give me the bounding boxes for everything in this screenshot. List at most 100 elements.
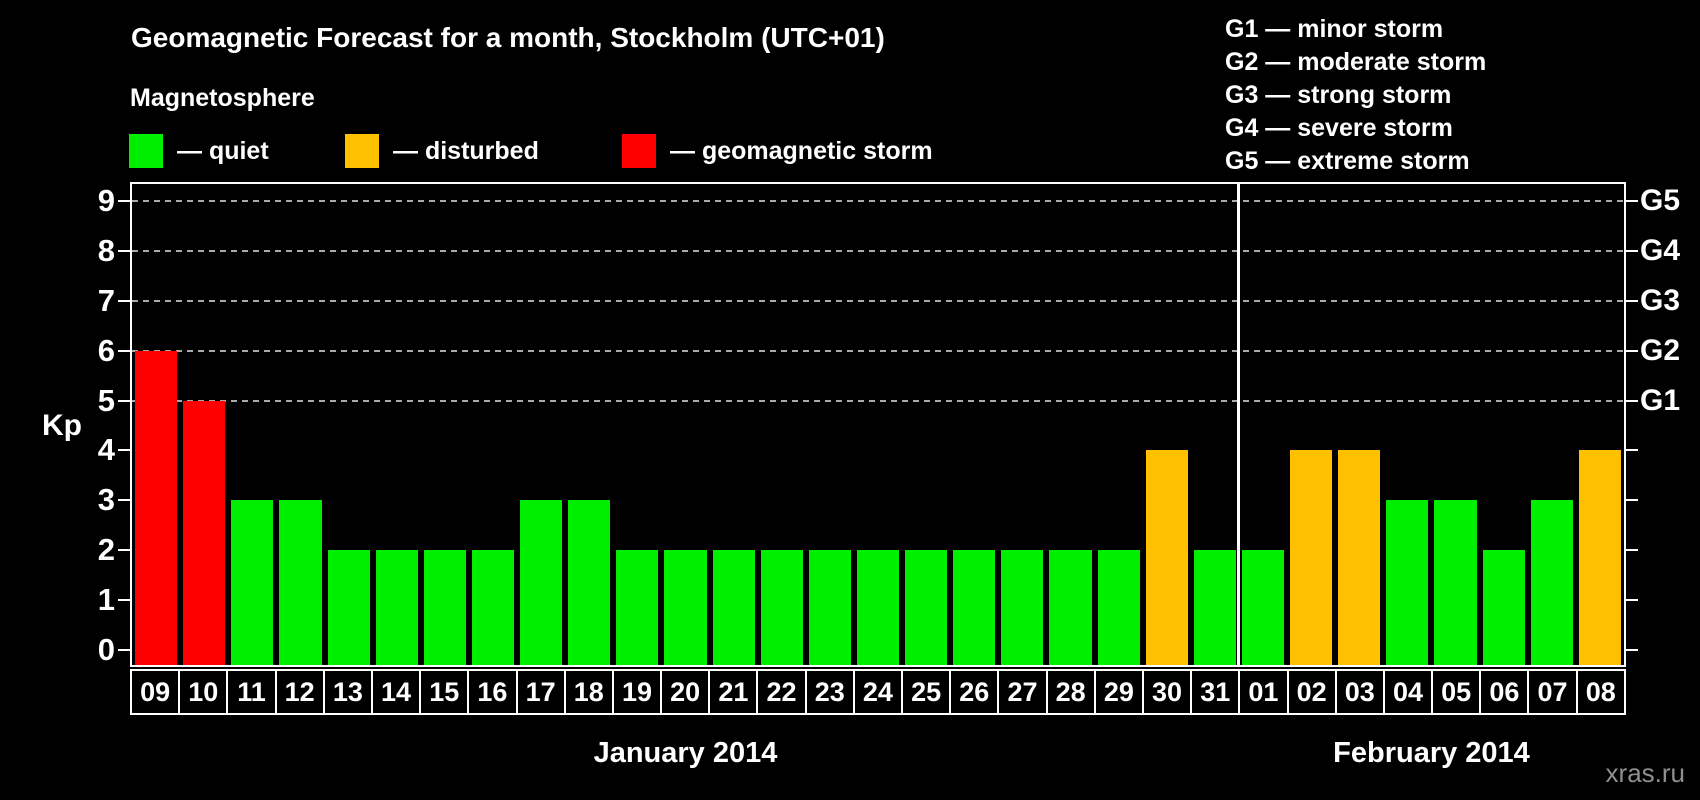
day-label-05: 05 [1431,669,1482,715]
storm-scale-item-g1: G1 — minor storm [1225,15,1444,43]
y-tick-label-3: 3 [97,482,115,518]
day-label-17: 17 [515,669,566,715]
kp-bar-day-10 [183,400,226,665]
day-label-06: 06 [1479,669,1530,715]
right-axis-label-g1: G1 [1640,383,1681,417]
legend-item-label: — quiet [177,136,269,165]
day-label-16: 16 [467,669,518,715]
day-label-24: 24 [852,669,903,715]
day-label-15: 15 [419,669,470,715]
left-tick-kp-4 [118,449,130,452]
right-tick-kp-9 [1626,199,1638,202]
day-label-18: 18 [563,669,614,715]
left-tick-kp-2 [118,549,130,552]
storm-scale-item-g5: G5 — extreme storm [1225,147,1470,175]
left-tick-kp-6 [118,349,130,352]
left-tick-kp-5 [118,399,130,402]
kp-bar-day-21 [712,550,755,665]
kp-bar-day-16 [471,550,515,665]
legend-heading: Magnetosphere [130,84,315,112]
day-label-26: 26 [949,669,1000,715]
kp-bar-day-09 [135,350,178,665]
day-label-29: 29 [1093,669,1144,715]
kp-bar-day-24 [856,550,900,665]
legend-item-quiet: — quiet [129,133,269,169]
day-label-08: 08 [1575,669,1626,715]
kp-bar-day-05 [1434,500,1477,665]
kp-bar-day-06 [1482,550,1525,665]
left-tick-kp-3 [118,499,130,502]
kp-bar-day-29 [1097,550,1140,665]
kp-bar-day-28 [1049,550,1092,665]
right-axis-label-g2: G2 [1640,333,1681,367]
plot-area: 0 1 2 3 4 5 6 7 8 9 G1 G2 G3 G4 G5 [98,182,1680,667]
day-label-12: 12 [274,669,325,715]
legend-item-label: — disturbed [393,136,539,165]
right-tick-kp-2 [1626,549,1638,552]
day-label-23: 23 [804,669,855,715]
kp-bar-day-01 [1241,550,1285,665]
kp-bar-day-27 [1001,550,1044,665]
gridline-kp-7 [132,299,1624,302]
day-label-28: 28 [1045,669,1096,715]
right-tick-kp-6 [1626,349,1638,352]
disturbed-color-swatch [345,134,379,168]
day-label-11: 11 [226,669,277,715]
day-label-19: 19 [611,669,663,715]
left-tick-kp-8 [118,249,130,252]
kp-bar-day-19 [616,550,659,665]
day-label-02: 02 [1286,669,1337,715]
y-tick-label-7: 7 [97,282,115,318]
day-label-30: 30 [1141,669,1193,715]
kp-bar-day-31 [1193,550,1236,665]
storm-scale-legend: G1 — minor storm G2 — moderate storm G3 — … [1225,13,1486,178]
day-label-13: 13 [322,669,373,715]
month-separator-line [1237,184,1241,665]
day-label-21: 21 [708,669,759,715]
day-label-10: 10 [178,669,229,715]
storm-color-swatch [622,134,656,168]
kp-bar-day-02 [1290,450,1333,665]
kp-bar-day-20 [664,550,707,665]
right-tick-kp-7 [1626,299,1638,302]
kp-bar-day-13 [327,550,370,665]
day-label-14: 14 [370,669,422,715]
storm-scale-item-g3: G3 — strong storm [1225,81,1452,109]
y-tick-label-2: 2 [97,532,115,568]
day-label-27: 27 [997,669,1048,715]
y-tick-label-6: 6 [97,332,115,368]
y-tick-label-4: 4 [97,432,115,468]
left-tick-kp-1 [118,599,130,602]
right-tick-kp-3 [1626,499,1638,502]
day-label-01: 01 [1238,669,1289,715]
kp-bar-day-15 [423,550,466,665]
kp-bar-day-11 [231,500,274,665]
kp-bar-day-26 [953,550,996,665]
right-axis-label-g3: G3 [1640,283,1681,317]
left-tick-kp-7 [118,299,130,302]
month-label-january: January 2014 [593,737,778,769]
gridline-kp-5 [132,399,1624,402]
kp-bar-day-22 [760,550,803,665]
kp-bar-day-18 [568,500,611,665]
left-tick-kp-9 [118,199,130,202]
magnetosphere-legend: — quiet — disturbed — geomagnetic storm [0,133,1100,169]
day-label-20: 20 [660,669,711,715]
kp-bar-day-17 [520,500,563,665]
right-axis-label-g5: G5 [1640,184,1681,217]
day-label-25: 25 [901,669,952,715]
month-label-february: February 2014 [1333,737,1530,769]
y-axis-label: Kp [42,409,82,442]
day-label-07: 07 [1527,669,1578,715]
watermark: xras.ru [1605,758,1685,788]
y-tick-label-1: 1 [97,582,115,618]
y-tick-label-8: 8 [97,232,115,268]
right-tick-kp-5 [1626,399,1638,402]
kp-bar-day-23 [808,550,851,665]
kp-bar-day-08 [1578,450,1621,665]
storm-scale-item-g2: G2 — moderate storm [1225,48,1487,76]
chart-title: Geomagnetic Forecast for a month, Stockh… [131,22,885,53]
left-tick-kp-0 [118,649,130,651]
right-tick-kp-4 [1626,449,1638,452]
y-tick-label-5: 5 [97,382,115,418]
